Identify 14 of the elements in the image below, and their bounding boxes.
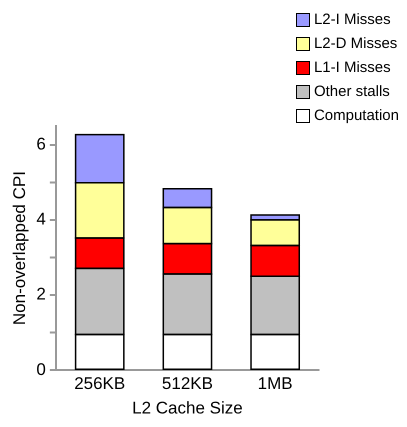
text: Computation [314,106,399,126]
y-axis-title: Non-overlapped CPI [10,171,29,326]
x-tick-label: 256KB [74,374,126,394]
y-tick-label: 4 [36,210,46,229]
legend-label: Other stalls [314,82,390,102]
x-tick-label: 1MB [258,374,293,394]
y-tick-label: 6 [36,134,46,154]
y-tick-label: 2 [36,284,46,304]
legend-label: L2-I Misses [314,10,391,30]
legend-label: L2-D Misses [314,34,398,54]
y-tick-label: 0 [36,360,46,379]
legend-label: L1-I Misses [314,58,391,78]
x-axis-title: L2 Cache Size [132,398,243,418]
x-tick-label: 512KB [162,374,213,394]
